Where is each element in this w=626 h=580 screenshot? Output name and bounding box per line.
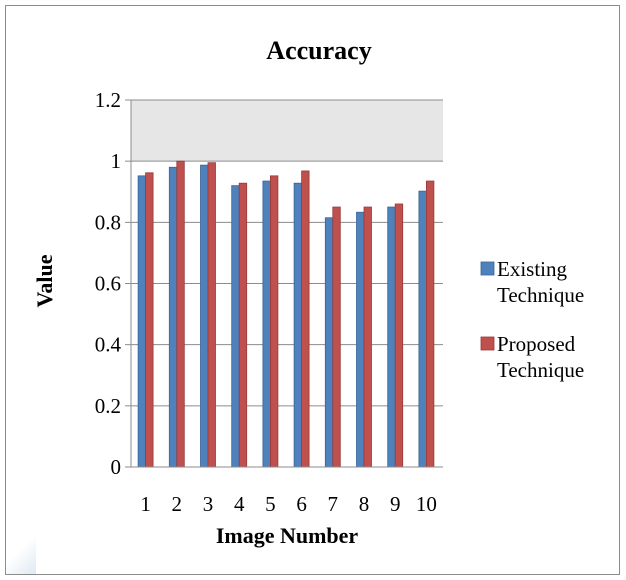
y-tick-label: 0.4 [95,333,122,357]
plot-background-band [131,100,443,161]
x-tick-label: 10 [416,492,437,516]
legend-label: Proposed [497,332,576,356]
x-tick-label: 5 [265,492,276,516]
bar-proposed-3 [207,162,216,468]
x-tick-labels: 1 2 3 4 5 6 7 8 9 10 [140,492,437,516]
bar-proposed-7 [332,206,341,468]
bar-proposed-5 [269,175,279,468]
x-tick-label: 1 [140,492,151,516]
x-axis-title: Image Number [216,523,359,548]
bar-proposed-6 [301,170,310,468]
bar-existing-4 [231,185,240,468]
x-tick-label: 3 [203,492,214,516]
y-tick-label: 1.2 [95,88,121,112]
legend-label: Existing [497,257,568,281]
legend-label: Technique [497,358,584,382]
bar-chart: 00.20.40.60.811.2 1 2 3 4 5 6 7 8 9 10 Accuracy I… [32,36,584,548]
chart-frame: 0 0.2 0.4 0.6 0.8 1 1.2 1 2 3 4 5 6 7 8 9 10 Accuracy I… [5,5,620,575]
x-tick-label: 2 [172,492,183,516]
bar-proposed-4 [238,182,248,468]
bar-proposed-9 [394,203,404,468]
bar-existing-1 [137,175,147,468]
x-tick-label: 8 [359,492,370,516]
y-axis-title: Value [32,254,57,307]
bar-proposed-2 [176,160,185,468]
bar-existing-3 [200,164,209,468]
bar-proposed-1 [145,172,154,468]
bars [137,160,435,468]
bar-proposed-10 [425,180,435,468]
bar-existing-2 [168,166,178,468]
y-tick-label: 0.6 [95,272,121,296]
x-tick-label: 6 [296,492,307,516]
chart-title: Accuracy [266,36,371,65]
bar-existing-6 [293,182,303,468]
bar-existing-10 [418,190,427,468]
y-tick-label: 1 [111,149,122,173]
bar-existing-5 [262,180,271,468]
y-tick-label: 0 [111,455,122,479]
bar-existing-7 [324,217,334,468]
x-tick-label: 4 [234,492,245,516]
bar-proposed-8 [363,206,372,468]
bar-existing-8 [356,211,365,468]
legend-swatch [480,261,495,276]
y-tick-label: 0.8 [95,210,121,234]
x-tick-label: 9 [390,492,401,516]
bar-existing-9 [387,206,396,468]
legend-swatch [480,336,495,351]
y-tick-labels: 0 0.2 0.4 0.6 0.8 1 1.2 [95,88,131,479]
legend-label: Technique [497,283,584,307]
x-tick-label: 7 [328,492,339,516]
y-tick-label: 0.2 [95,394,121,418]
corner-decoration [6,536,36,574]
